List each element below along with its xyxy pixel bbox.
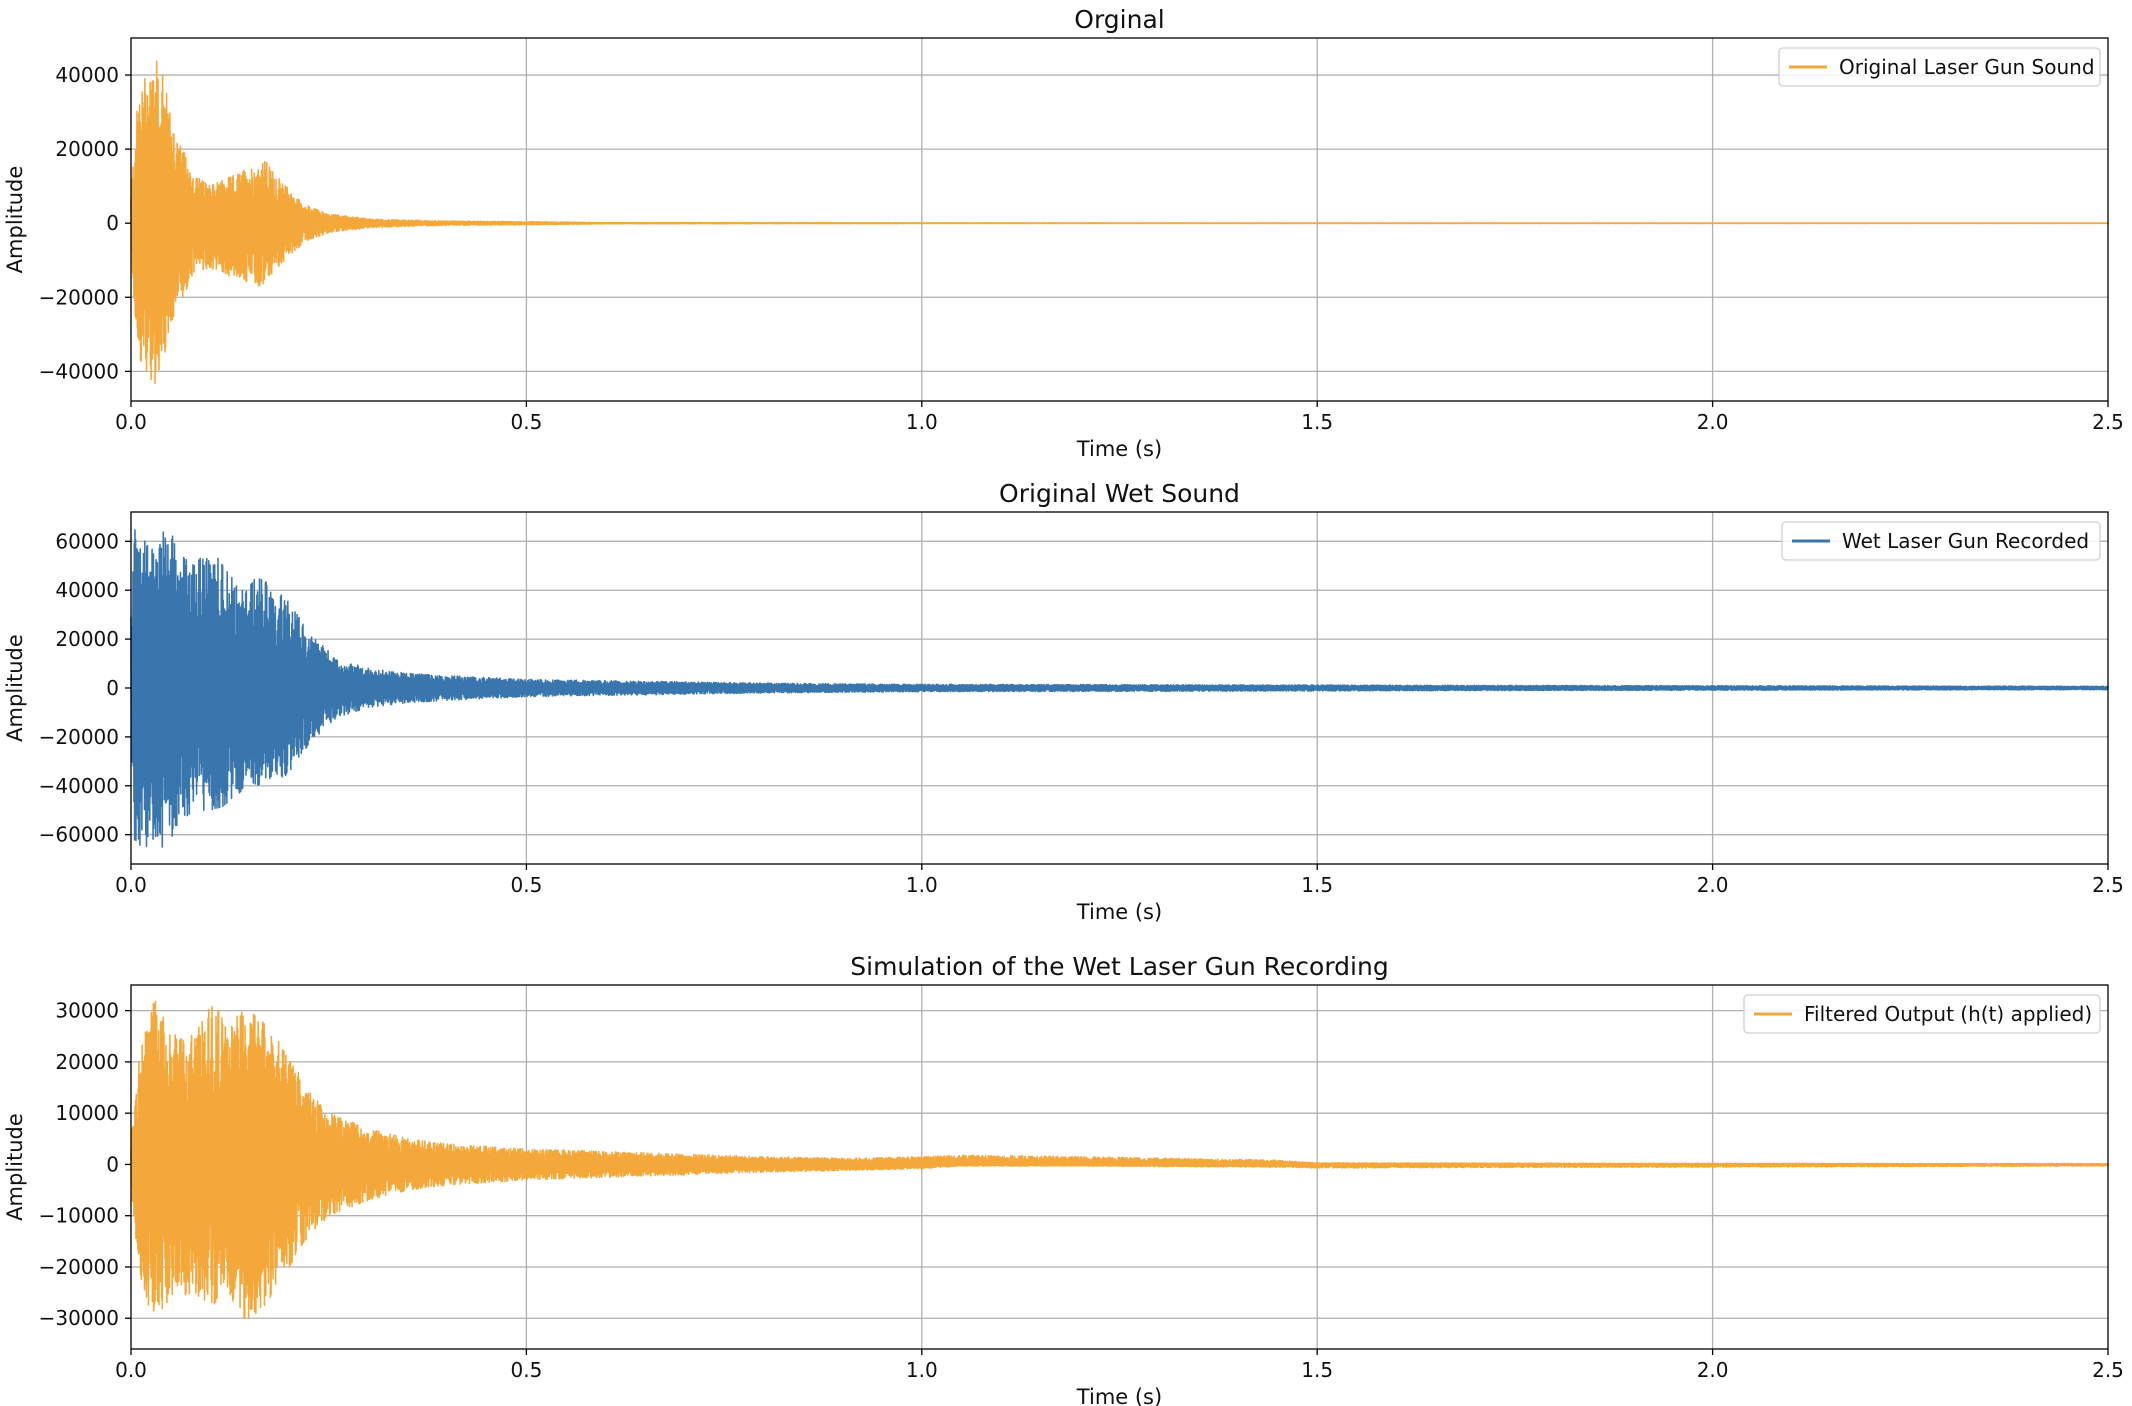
y-tick-label: 20000	[55, 137, 119, 161]
x-tick-label: 2.5	[2092, 1358, 2124, 1382]
legend-label: Wet Laser Gun Recorded	[1842, 529, 2089, 553]
subplot-1: 0.0 0.5 1.0 1.5 2.0 2.5 40000 20000 0 −20000 −4000…	[3, 5, 2124, 461]
y-axis-label: Amplitude	[3, 1113, 27, 1221]
y-tick-label: 30000	[55, 999, 119, 1023]
y-tick-label: 0	[106, 676, 119, 700]
x-tick-label: 2.0	[1697, 1358, 1729, 1382]
x-tick-label: 0.0	[115, 1358, 147, 1382]
y-tick-label: −30000	[39, 1306, 119, 1330]
x-tick-label: 2.0	[1697, 410, 1729, 434]
subplot-3: 0.0 0.5 1.0 1.5 2.0 2.5 30000 20000 10000 0 −10000…	[3, 952, 2124, 1406]
legend-box	[1778, 47, 2101, 87]
y-tick-label: 0	[106, 1152, 119, 1176]
x-tick-label: 2.5	[2092, 873, 2124, 897]
x-axis-label: Time (s)	[1076, 1385, 1162, 1406]
x-tick-label: 0.5	[510, 410, 542, 434]
x-tick-label: 1.5	[1301, 873, 1333, 897]
legend: Wet Laser Gun Recorded	[1781, 521, 2101, 561]
x-tick-label: 2.5	[2092, 410, 2124, 434]
y-tick-label: −40000	[39, 774, 119, 798]
axes-frame	[130, 984, 2109, 1350]
subplot-2: 0.0 0.5 1.0 1.5 2.0 2.5 60000 40000 20000 0 −20000…	[3, 479, 2124, 924]
x-tick-label: 1.0	[906, 1358, 938, 1382]
y-tick-label: 20000	[55, 1050, 119, 1074]
chart-title: Simulation of the Wet Laser Gun Recordin…	[850, 952, 1388, 981]
x-tick-label: 0.5	[510, 873, 542, 897]
x-tick-label: 2.0	[1697, 873, 1729, 897]
series-line	[130, 60, 2109, 385]
legend-label: Original Laser Gun Sound	[1839, 55, 2095, 79]
y-tick-label: −20000	[39, 1255, 119, 1279]
y-tick-label: −20000	[39, 725, 119, 749]
y-axis-label: Amplitude	[3, 166, 27, 274]
x-axis-label: Time (s)	[1076, 900, 1162, 924]
chart-title: Orginal	[1074, 5, 1164, 34]
y-tick-label: −40000	[39, 359, 119, 383]
x-tick-label: 0.0	[115, 410, 147, 434]
x-tick-label: 1.0	[906, 410, 938, 434]
x-tick-label: 1.5	[1301, 1358, 1333, 1382]
x-tick-label: 1.5	[1301, 410, 1333, 434]
legend-box	[1743, 994, 2101, 1034]
axes-frame	[130, 37, 2109, 402]
chart-title: Original Wet Sound	[999, 479, 1240, 508]
y-tick-label: 40000	[55, 63, 119, 87]
y-axis-label: Amplitude	[3, 634, 27, 742]
y-tick-label: 40000	[55, 578, 119, 602]
legend-box	[1781, 521, 2101, 561]
x-tick-label: 1.0	[906, 873, 938, 897]
y-tick-label: −20000	[39, 285, 119, 309]
series-line	[130, 529, 2109, 848]
x-tick-label: 0.5	[510, 1358, 542, 1382]
y-tick-label: 10000	[55, 1101, 119, 1125]
y-tick-label: 60000	[55, 529, 119, 553]
legend: Original Laser Gun Sound	[1778, 47, 2101, 87]
series-line	[130, 1000, 2109, 1320]
x-axis-label: Time (s)	[1076, 437, 1162, 461]
legend: Filtered Output (h(t) applied)	[1743, 994, 2101, 1034]
legend-label: Filtered Output (h(t) applied)	[1804, 1002, 2092, 1026]
y-tick-label: −10000	[39, 1204, 119, 1228]
x-tick-label: 0.0	[115, 873, 147, 897]
y-tick-label: 20000	[55, 627, 119, 651]
y-tick-label: −60000	[39, 823, 119, 847]
y-tick-label: 0	[106, 211, 119, 235]
